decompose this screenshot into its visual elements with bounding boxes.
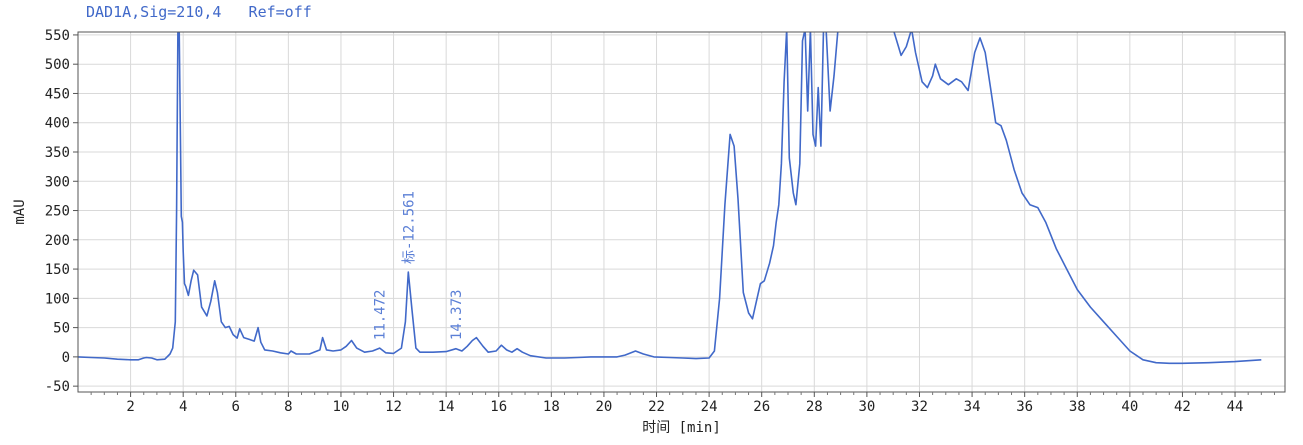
x-tick-label: 4 [179, 399, 187, 415]
x-tick-label: 28 [806, 399, 823, 415]
y-axis-ticks: -50 0 50 100 150 200 250 300 350 400 450 500 550 [45, 28, 78, 395]
x-tick-label: 12 [385, 399, 402, 415]
x-axis-label: 时间 [min] [642, 420, 721, 436]
y-tick-label: 450 [45, 86, 70, 102]
trace [78, 32, 1262, 365]
y-axis-label: mAU [12, 199, 28, 224]
y-tick-label: 350 [45, 145, 70, 161]
y-tick-label: -50 [45, 379, 70, 395]
y-tick-label: 200 [45, 233, 70, 249]
peak-label: 14.373 [449, 290, 465, 341]
x-tick-label: 42 [1174, 399, 1191, 415]
x-tick-label: 32 [911, 399, 928, 415]
x-tick-label: 36 [1016, 399, 1033, 415]
x-tick-label: 18 [543, 399, 560, 415]
x-axis-ticks: 2 4 6 8 10 12 14 16 18 20 22 24 26 28 30 32 34 36 38 40 42 44 [90, 392, 1275, 415]
y-tick-label: 500 [45, 57, 70, 73]
chart-title: DAD1A,Sig=210,4 Ref=off [86, 3, 312, 21]
y-tick-label: 100 [45, 291, 70, 307]
x-tick-label: 8 [284, 399, 292, 415]
y-tick-label: 250 [45, 204, 70, 220]
x-tick-label: 24 [701, 399, 718, 415]
peak-label: 标-12.561 [401, 191, 417, 264]
x-tick-label: 34 [964, 399, 981, 415]
x-tick-label: 6 [232, 399, 240, 415]
x-tick-label: 26 [753, 399, 770, 415]
x-tick-label: 2 [126, 399, 134, 415]
x-tick-label: 38 [1069, 399, 1086, 415]
x-tick-label: 40 [1121, 399, 1138, 415]
x-tick-label: 30 [858, 399, 875, 415]
y-tick-label: 0 [62, 350, 70, 366]
x-tick-label: 22 [648, 399, 665, 415]
x-tick-label: 10 [333, 399, 350, 415]
y-tick-label: 300 [45, 174, 70, 190]
x-tick-label: 16 [490, 399, 507, 415]
peak-label: 11.472 [373, 290, 389, 341]
y-tick-label: 50 [53, 321, 70, 337]
x-tick-label: 14 [438, 399, 455, 415]
grid [78, 32, 1285, 392]
y-tick-label: 400 [45, 116, 70, 132]
signal-trace-line [78, 32, 1262, 365]
plot-area-frame [77, 31, 1286, 393]
x-tick-label: 20 [595, 399, 612, 415]
peak-annotations: 11.472 标-12.561 14.373 [373, 191, 465, 340]
y-tick-label: 550 [45, 28, 70, 44]
x-tick-label: 44 [1227, 399, 1244, 415]
y-tick-label: 150 [45, 262, 70, 278]
